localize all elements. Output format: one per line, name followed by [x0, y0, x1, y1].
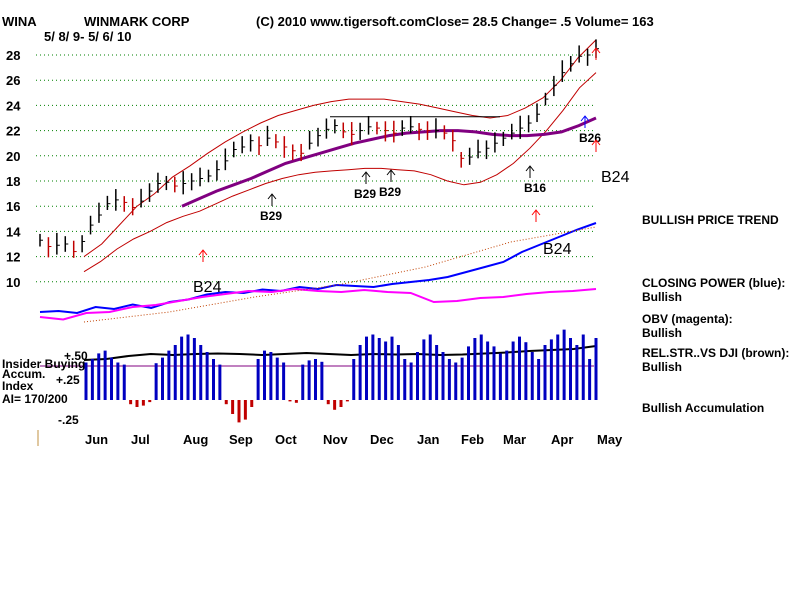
indicator-note-title: REL.STR..VS DJI (brown):: [642, 346, 789, 360]
insider-buying-label: Insider Buying: [2, 357, 85, 371]
month-tick-label: Sep: [229, 432, 253, 447]
signal-label: B29: [354, 187, 376, 201]
price-tick-label: 16: [6, 199, 20, 214]
red-arrow-marker: [591, 47, 601, 60]
price-tick-label: 28: [6, 48, 20, 63]
ai-score-label: AI= 170/200: [2, 392, 68, 406]
price-bars: [39, 39, 599, 258]
signal-label: B24: [193, 279, 222, 296]
price-tick-label: 24: [6, 98, 21, 113]
signal-label: B29: [260, 209, 282, 223]
indicator-notes: BULLISH PRICE TREND CLOSING POWER (blue):…: [642, 213, 789, 415]
series-layer: [39, 39, 597, 361]
signal-label: B24: [601, 169, 630, 186]
red-arrow-marker: [531, 209, 541, 222]
closing-power-line: [39, 222, 597, 315]
signal-arrow: [386, 169, 396, 182]
month-tick-label: Mar: [503, 432, 526, 447]
accum-histogram: [84, 329, 598, 423]
indicator-note-status: Bullish: [642, 326, 682, 340]
red-arrow-marker: [198, 249, 208, 262]
month-tick-label: May: [597, 432, 623, 447]
index-label: Index: [2, 379, 34, 393]
obv-line: [39, 287, 597, 321]
price-tick-label: 26: [6, 73, 20, 88]
accum-tick-label: +.25: [56, 373, 80, 387]
accum-tick-label: +.50: [64, 349, 88, 363]
red-arrow-marker: [591, 139, 601, 152]
closing-power-trend: [83, 226, 597, 323]
indicator-note-title: OBV (magenta):: [642, 312, 733, 326]
moving-average-line: [181, 116, 597, 208]
x-axis: Jun Jul Aug Sep Oct Nov Dec Jan Feb Mar Apr May: [85, 432, 623, 447]
month-tick-label: Apr: [551, 432, 573, 447]
company-name: WINMARK CORP: [84, 14, 190, 29]
month-tick-label: Oct: [275, 432, 297, 447]
upper-band-line: [83, 39, 597, 258]
price-tick-label: 10: [6, 275, 20, 290]
signal-arrow: [580, 115, 590, 128]
accum-axis: +.50 +.25 -.25: [56, 349, 88, 427]
ticker-symbol: WINA: [2, 14, 37, 29]
indicator-note-status: Bullish: [642, 290, 682, 304]
signal-label: B16: [524, 181, 546, 195]
price-tick-label: 18: [6, 174, 20, 189]
lower-band-line: [83, 72, 597, 273]
month-tick-label: Feb: [461, 432, 484, 447]
month-tick-label: Jan: [417, 432, 439, 447]
accum-label: Accum.: [2, 367, 45, 381]
price-tick-label: 22: [6, 124, 20, 139]
accum-tick-label: -.25: [58, 413, 79, 427]
indicator-note-title: BULLISH PRICE TREND: [642, 213, 779, 227]
indicator-note-status: Bullish: [642, 360, 682, 374]
price-gridlines: [36, 54, 596, 283]
quote-text: Close= 28.5 Change= .5 Volume= 163: [426, 14, 654, 29]
price-tick-label: 20: [6, 149, 20, 164]
signal-arrow: [361, 171, 371, 184]
month-tick-label: Aug: [183, 432, 208, 447]
indicator-note-title: CLOSING POWER (blue):: [642, 276, 785, 290]
signal-label: B29: [379, 185, 401, 199]
indicator-note-title: Bullish Accumulation: [642, 401, 764, 415]
price-tick-label: 12: [6, 250, 20, 265]
month-tick-label: Jul: [131, 432, 150, 447]
price-tick-label: 14: [6, 224, 21, 239]
month-tick-label: Nov: [323, 432, 348, 447]
copyright-text: (C) 2010 www.tigersoft.com: [256, 14, 426, 29]
date-range: 5/ 8/ 9- 5/ 6/ 10: [44, 29, 131, 44]
price-axis: 28 26 24 22 20 18 16 14 12 10: [6, 48, 21, 290]
signal-arrow: [267, 193, 277, 206]
month-tick-label: Dec: [370, 432, 394, 447]
signal-label: B24: [543, 241, 572, 258]
month-tick-label: Jun: [85, 432, 108, 447]
signal-arrow: [525, 165, 535, 178]
